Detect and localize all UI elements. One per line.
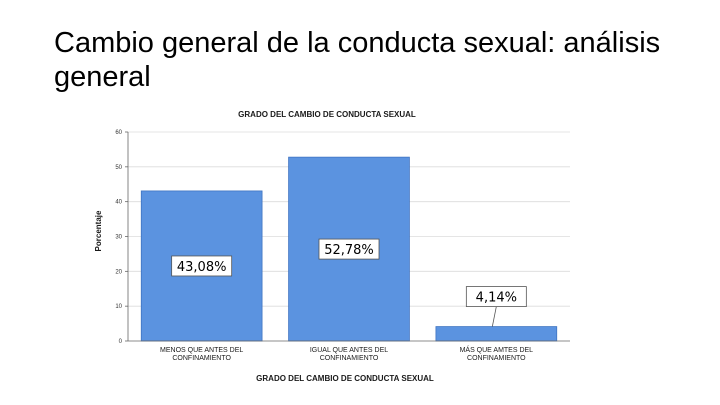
y-tick-label: 50 (115, 165, 122, 171)
data-label-box (171, 255, 233, 277)
chart-title: GRADO DEL CAMBIO DE CONDUCTA SEXUAL (238, 110, 416, 119)
axes (127, 132, 570, 342)
data-labels: 43,08% 52,78% 4,14% (171, 238, 527, 327)
x-tick-label: IGUAL QUE ANTES DEL (310, 347, 388, 354)
y-tick-label: 20 (115, 269, 122, 275)
data-label: 43,08% (177, 260, 227, 275)
x-tick-label: CONFINAMIENTO (320, 355, 379, 362)
data-label-box (465, 286, 527, 307)
x-tick-label: CONFINAMIENTO (172, 355, 231, 362)
y-axis-label: Porcentaje (94, 210, 103, 251)
data-label-leader (491, 306, 497, 327)
y-tick-label: 30 (115, 235, 122, 241)
x-tick-label: CONFINAMIENTO (467, 355, 526, 362)
x-axis-label: GRADO DEL CAMBIO DE CONDUCTA SEXUAL (256, 374, 434, 383)
slide-title: Cambio general de la conducta sexual: an… (54, 27, 661, 93)
y-axis-ticks: 0 10 20 30 40 50 60 (115, 130, 128, 345)
y-tick-label: 60 (115, 130, 122, 136)
x-tick-label: MENOS QUE ANTES DEL (160, 347, 243, 354)
bar (435, 326, 558, 342)
data-label: 4,14% (476, 291, 517, 306)
y-tick-label: 0 (119, 339, 123, 345)
y-tick-label: 40 (115, 200, 122, 206)
data-label-box (318, 238, 380, 260)
x-tick-label: MÁS QUE AMTES DEL (460, 345, 534, 354)
data-label: 52,78% (324, 243, 374, 258)
y-tick-label: 10 (115, 304, 122, 310)
